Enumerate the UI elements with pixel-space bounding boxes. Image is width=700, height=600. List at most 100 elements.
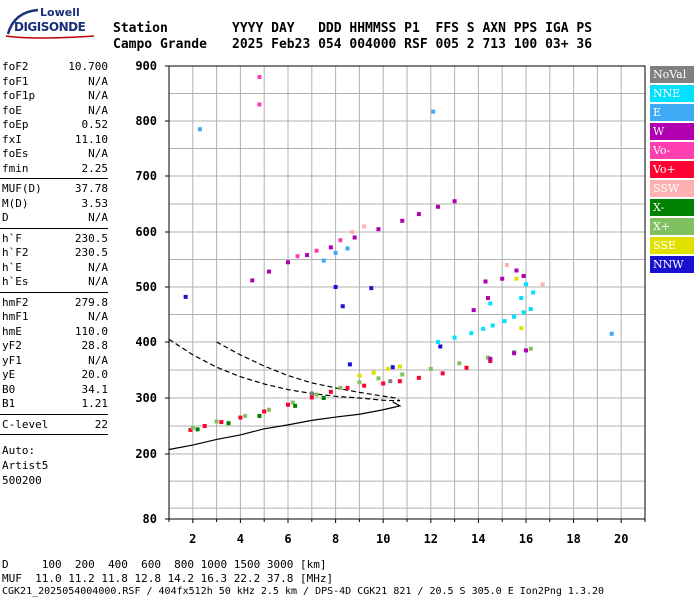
data-point (471, 308, 476, 313)
auto-program: Artist5 (2, 459, 49, 472)
data-point (397, 364, 402, 369)
param-name: B1 (2, 397, 16, 410)
data-point (438, 344, 443, 349)
x-tick-label: 18 (566, 532, 580, 546)
data-point (514, 276, 519, 281)
param-row: MUF(D) 37.78 (2, 182, 108, 196)
param-row: yE 20.0 (2, 368, 108, 382)
data-point (464, 365, 469, 370)
x-tick-label: 8 (332, 532, 339, 546)
data-point (435, 204, 440, 209)
param-value: 2.25 (81, 161, 109, 175)
param-value: 3.53 (81, 196, 109, 210)
param-name: foE (2, 103, 22, 117)
data-point (521, 274, 526, 278)
series-x (195, 396, 326, 432)
data-point (485, 296, 490, 300)
param-name: foF2 (2, 60, 29, 73)
series-e (197, 109, 614, 336)
param-row: foF1p N/A (2, 89, 108, 103)
electron-density-profile (168, 338, 401, 402)
logo-text-digisonde: DIGISONDE (14, 20, 86, 34)
data-point (397, 379, 402, 384)
data-point (333, 285, 338, 289)
x-tick-label: 10 (376, 532, 390, 546)
y-tick-label: 400 (135, 335, 157, 349)
y-tick-label: 80 (143, 512, 157, 526)
data-point (352, 235, 357, 240)
param-name: hmE (2, 324, 22, 338)
param-name: h`F2 (2, 246, 29, 259)
data-point (514, 268, 519, 273)
data-point (357, 380, 362, 385)
param-value: 37.78 (74, 182, 108, 195)
data-point (250, 278, 255, 283)
legend-item-vo: Vo- (650, 142, 694, 159)
data-point (469, 331, 474, 336)
data-point (528, 346, 533, 351)
series-noval (309, 379, 393, 396)
param-value: 28.8 (81, 339, 109, 352)
data-point (257, 413, 262, 418)
param-value: 22 (94, 417, 108, 431)
data-point (243, 413, 248, 418)
header-station-name: Campo Grande (113, 37, 207, 52)
data-point (521, 310, 526, 315)
data-point (314, 248, 319, 253)
param-separator (0, 413, 108, 415)
data-point (512, 314, 517, 319)
param-row: B1 1.21 (2, 397, 108, 411)
param-value: N/A (88, 147, 108, 160)
x-tick-label: 2 (189, 532, 196, 546)
chart-axis-ticks: 2 4 6 8 10 12 14 16 18 20 80 200 300 400 500 600 700 800 9… (135, 59, 646, 546)
chart-curves (168, 338, 402, 451)
param-value: 110.0 (74, 324, 108, 338)
param-value: 11.10 (74, 132, 108, 146)
data-point (190, 425, 195, 430)
param-value: N/A (88, 353, 108, 367)
data-point (293, 403, 298, 408)
chart-frame (168, 65, 646, 520)
x-tick-label: 6 (284, 532, 291, 546)
data-point (390, 365, 395, 370)
auto-version: 500200 (2, 474, 42, 487)
param-name: yF1 (2, 353, 22, 367)
param-name: fmin (2, 161, 29, 175)
param-row: hmF2 279.8 (2, 296, 108, 310)
y-tick-label: 900 (135, 59, 157, 73)
param-name: foF1 (2, 74, 29, 88)
param-name: fxI (2, 132, 22, 146)
data-point (519, 326, 524, 331)
data-point (350, 230, 355, 234)
data-point (321, 258, 326, 263)
data-point (376, 227, 381, 232)
data-point (540, 282, 545, 287)
data-point (502, 319, 507, 324)
legend-item-x: X+ (650, 218, 694, 235)
data-point (321, 396, 326, 400)
data-point (512, 351, 517, 356)
data-point (347, 362, 352, 367)
logo-swoosh-icon (5, 8, 95, 39)
data-point (485, 355, 490, 360)
param-value: N/A (88, 89, 108, 102)
data-point (504, 263, 509, 267)
param-name: h`E (2, 260, 22, 274)
series-sse (357, 276, 524, 378)
data-point (488, 301, 493, 306)
legend-item-nne: NNE (650, 85, 694, 102)
data-point (609, 331, 614, 336)
data-point (183, 294, 188, 299)
param-row: fmin 2.25 (2, 162, 108, 176)
data-point (488, 356, 493, 361)
data-point (262, 409, 267, 414)
param-row: h`F 230.5 (2, 232, 108, 246)
data-point (226, 421, 231, 426)
param-row: foF2 10.700 (2, 60, 108, 74)
digisonde-logo: Lowell DIGISONDE (4, 6, 104, 40)
param-separator (0, 227, 108, 229)
data-point (428, 366, 433, 371)
data-point (214, 419, 219, 424)
param-row: foEp 0.52 (2, 118, 108, 132)
